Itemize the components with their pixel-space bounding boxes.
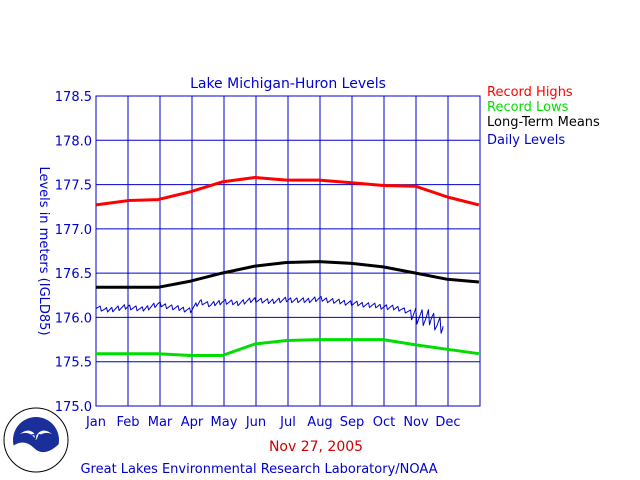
chart-title: Lake Michigan-Huron Levels <box>190 76 386 92</box>
x-tick-label: Jul <box>279 415 296 430</box>
legend-entry-long-term-means: Long-Term Means <box>487 115 600 130</box>
logo-wave <box>13 442 60 469</box>
y-tick-label: 176.0 <box>55 311 92 326</box>
y-tick-label: 175.0 <box>55 400 92 415</box>
y-tick-labels: 175.0 175.5 176.0 176.5 177.0 177.5 178.0 178.5 <box>55 90 92 415</box>
legend-entry-daily-levels: Daily Levels <box>487 133 565 148</box>
series-long-term-means-line <box>96 260 480 289</box>
logo-gull <box>20 430 52 440</box>
y-tick-label: 178.0 <box>55 134 92 149</box>
x-tick-label: Mar <box>148 415 173 430</box>
x-tick-label: Dec <box>435 415 460 430</box>
series-record-lows-line <box>96 338 480 357</box>
grid <box>96 95 480 407</box>
y-tick-label: 175.5 <box>55 356 92 371</box>
x-tick-label: May <box>211 415 238 430</box>
y-tick-label: 177.0 <box>55 223 92 238</box>
y-tick-label: 177.5 <box>55 179 92 194</box>
series-daily-levels-line <box>95 296 444 334</box>
date-label: Nov 27, 2005 <box>269 439 363 455</box>
x-tick-label: Aug <box>307 415 332 430</box>
legend: Record Highs Record Lows Long-Term Means… <box>487 85 600 148</box>
legend-entry-record-highs: Record Highs <box>487 85 573 100</box>
series-layer <box>95 176 480 357</box>
logo-text: NOAA <box>23 433 49 442</box>
x-tick-label: Nov <box>403 415 429 430</box>
x-tick-label: Sep <box>340 415 365 430</box>
x-tick-label: Apr <box>181 415 204 430</box>
y-axis-label: Levels in meters (IGLD85) <box>36 166 51 335</box>
x-tick-label: Feb <box>116 415 139 430</box>
x-tick-label: Oct <box>373 415 395 430</box>
y-tick-label: 176.5 <box>55 267 92 282</box>
noaa-logo: NOAA <box>3 407 69 473</box>
series-record-highs-line <box>95 176 480 207</box>
footer-credit: Great Lakes Environmental Research Labor… <box>80 462 437 477</box>
x-tick-labels: Jan Feb Mar Apr May Jun Jul Aug Sep Oct Nov Dec <box>85 415 461 430</box>
plot-frame <box>95 95 481 407</box>
x-tick-label: Jun <box>245 415 266 430</box>
y-tick-label: 178.5 <box>55 90 92 105</box>
x-tick-label: Jan <box>85 415 106 430</box>
legend-entry-record-lows: Record Lows <box>487 100 569 115</box>
